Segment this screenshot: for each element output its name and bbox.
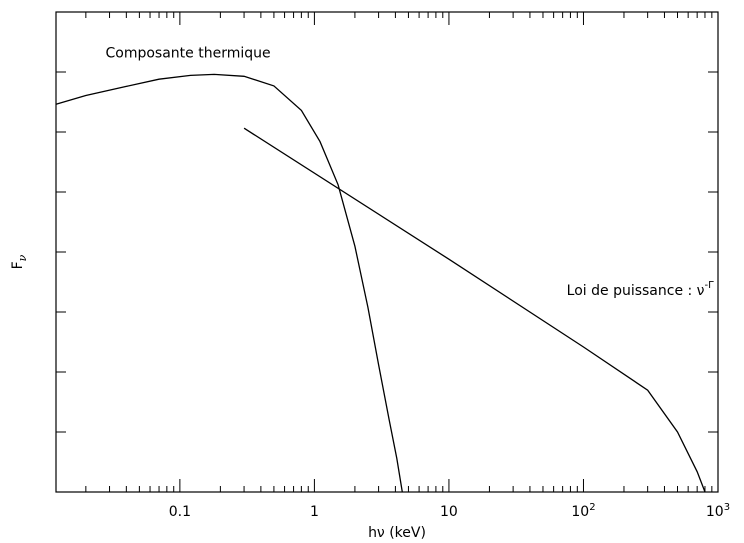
y-axis-label: Fν <box>10 254 29 269</box>
x-tick-label: 1 <box>310 504 319 520</box>
x-axis-label: hν (keV) <box>368 525 426 541</box>
tick-marks <box>56 12 718 492</box>
plot-frame <box>55 11 719 493</box>
series-curves <box>55 73 706 493</box>
annotation-1: Composante thermique <box>106 46 271 62</box>
x-tick-label: 10 <box>440 504 458 520</box>
x-tick-labels: 0.1 1 10 102 103 <box>169 502 730 520</box>
x-tick-label: 0.1 <box>169 504 191 520</box>
x-tick-label: 103 <box>706 502 730 520</box>
series-line-2 <box>243 127 706 493</box>
x-tick-label: 102 <box>571 502 595 520</box>
series-line-1 <box>55 73 403 493</box>
annotations: Composante thermique Loi de puissance : ν… <box>106 46 715 300</box>
annotation-2: Loi de puissance : ν-Γ <box>567 280 714 299</box>
